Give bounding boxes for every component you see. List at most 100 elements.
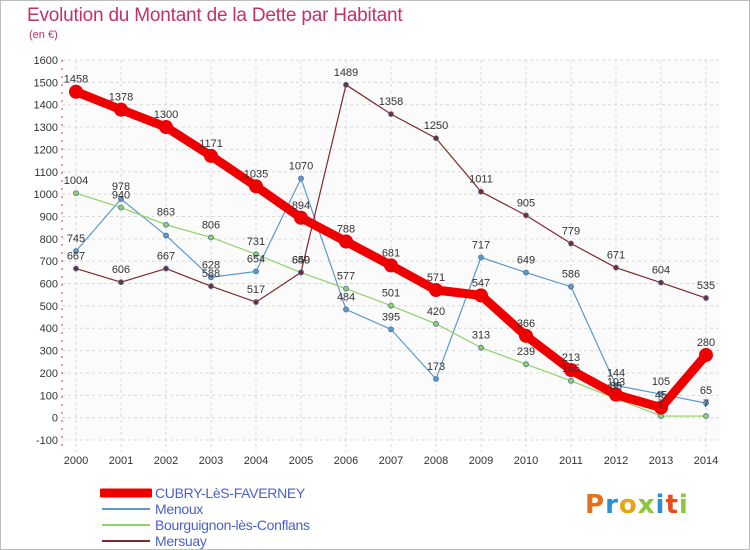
data-label: 1004	[64, 175, 88, 187]
data-point	[658, 279, 664, 286]
data-point	[609, 387, 623, 402]
data-label: 745	[67, 233, 85, 245]
y-tick-label: 400	[40, 323, 58, 335]
data-label: 65	[700, 385, 712, 397]
data-label: 577	[337, 271, 355, 283]
data-point	[519, 328, 533, 343]
data-point	[343, 306, 349, 313]
x-tick-label: 2008	[424, 455, 448, 467]
data-label: 667	[67, 251, 85, 263]
data-point	[73, 265, 79, 272]
y-tick-label: 100	[40, 390, 58, 402]
data-label: 649	[517, 255, 535, 267]
data-label: 313	[472, 330, 490, 342]
data-label: 239	[517, 346, 535, 358]
logo-letter: P	[585, 490, 606, 520]
data-label: 45	[655, 390, 667, 402]
y-tick-label: -100	[36, 435, 58, 447]
chart-legend: CUBRY-LèS-FAVERNEY Menoux Bourguignon-lè…	[100, 485, 310, 549]
data-point	[249, 179, 263, 194]
data-point	[208, 274, 214, 281]
data-label: 779	[562, 226, 580, 238]
data-label: 7	[658, 398, 664, 410]
data-label: 940	[112, 190, 130, 202]
data-label: 588	[202, 268, 220, 280]
data-label: 717	[472, 239, 490, 251]
data-point	[523, 212, 529, 219]
data-point	[253, 299, 259, 305]
data-label: 586	[562, 269, 580, 281]
data-point	[163, 232, 169, 239]
data-point	[658, 391, 664, 398]
data-point	[118, 279, 124, 286]
data-label: 1250	[424, 120, 448, 132]
y-tick-label: 1200	[34, 144, 58, 156]
y-tick-label: 900	[40, 211, 58, 223]
data-label: 501	[382, 288, 400, 300]
data-label: 547	[472, 277, 490, 289]
x-tick-label: 2014	[694, 455, 718, 467]
data-label: 1358	[379, 96, 403, 108]
data-point	[699, 348, 713, 363]
data-point	[478, 254, 484, 261]
legend-label: Mersuay	[155, 533, 207, 549]
logo-letter: o	[618, 490, 638, 520]
legend-label: Menoux	[155, 501, 204, 517]
data-label: 105	[652, 376, 670, 388]
data-label: 681	[382, 247, 400, 259]
data-point	[73, 248, 79, 255]
data-label: 484	[337, 291, 355, 303]
data-point	[298, 269, 304, 276]
y-tick-label: 700	[40, 256, 58, 268]
y-tick-label: 1000	[34, 189, 58, 201]
data-point	[73, 190, 79, 197]
data-point	[523, 361, 529, 368]
data-point	[163, 221, 169, 228]
data-point	[339, 234, 353, 249]
x-tick-label: 2003	[199, 455, 223, 467]
data-point	[118, 196, 124, 202]
data-point	[703, 413, 709, 419]
y-tick-label: 1500	[34, 77, 58, 89]
x-tick-label: 2009	[469, 455, 493, 467]
data-point	[384, 258, 398, 273]
data-point	[294, 210, 308, 225]
data-point	[298, 175, 304, 182]
data-point	[118, 204, 124, 211]
legend-item-mersuay: Mersuay	[100, 533, 310, 549]
data-label: 978	[112, 181, 130, 193]
data-label: 173	[427, 361, 445, 373]
data-label: 535	[697, 280, 715, 292]
data-label: 1378	[109, 92, 133, 104]
data-label: 667	[157, 251, 175, 263]
y-tick-label: 1100	[34, 167, 58, 179]
y-tick-label: 800	[40, 234, 58, 246]
data-label: 517	[247, 284, 265, 296]
data-point	[478, 344, 484, 351]
data-point	[388, 302, 394, 309]
data-point	[433, 135, 439, 142]
x-tick-label: 2012	[604, 455, 628, 467]
data-point	[163, 265, 169, 272]
data-point	[208, 234, 214, 241]
data-point	[523, 269, 529, 276]
legend-item-cubry: CUBRY-LèS-FAVERNEY	[100, 485, 310, 501]
legend-label: Bourguignon-lès-Conflans	[155, 517, 310, 533]
data-point	[343, 285, 349, 292]
y-tick-label: 1600	[34, 55, 58, 67]
data-label: 280	[697, 337, 715, 349]
data-label: 905	[517, 197, 535, 209]
data-label: 863	[157, 207, 175, 219]
logo-letter: r	[605, 490, 619, 520]
data-point	[343, 81, 349, 88]
data-point	[114, 102, 128, 117]
data-label: 654	[247, 253, 265, 265]
data-point	[69, 84, 83, 99]
y-tick-label: 1400	[34, 100, 58, 112]
data-label: 395	[382, 311, 400, 323]
legend-item-menoux: Menoux	[100, 501, 310, 517]
x-tick-label: 2004	[244, 455, 268, 467]
logo-letter: i	[678, 490, 689, 520]
data-label: 1300	[154, 109, 178, 121]
